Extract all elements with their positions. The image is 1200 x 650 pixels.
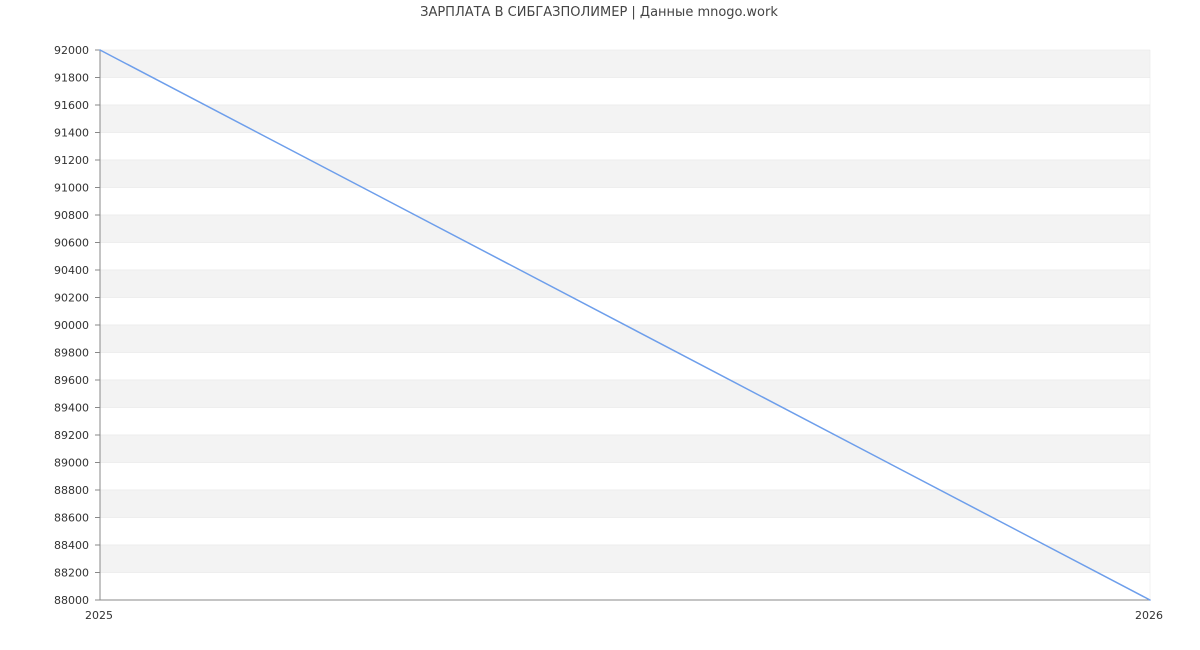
y-tick-label: 88000 [54, 594, 89, 607]
grid-band [99, 352, 1151, 381]
grid-band [99, 407, 1151, 436]
grid-band [99, 517, 1151, 546]
x-tick-label: 2026 [1135, 609, 1163, 622]
grid-band [99, 214, 1151, 243]
grid-band [99, 49, 1151, 78]
y-tick-label: 89800 [54, 347, 89, 360]
grid-band [99, 159, 1151, 188]
grid-band [99, 104, 1151, 133]
y-tick-label: 90200 [54, 292, 89, 305]
grid-band [99, 544, 1151, 573]
grid-band [99, 187, 1151, 216]
y-tick-label: 88800 [54, 484, 89, 497]
grid-band [99, 242, 1151, 271]
series-line [99, 49, 1151, 601]
y-tick-label: 90800 [54, 209, 89, 222]
y-tick-label: 92000 [54, 44, 89, 57]
grid-band [99, 489, 1151, 518]
y-tick-label: 88600 [54, 512, 89, 525]
y-tick-label: 90600 [54, 237, 89, 250]
y-tick-label: 89200 [54, 429, 89, 442]
grid-band [99, 132, 1151, 161]
y-tick-label: 91800 [54, 72, 89, 85]
grid-band [99, 324, 1151, 353]
y-tick-label: 89600 [54, 374, 89, 387]
y-tick-label: 90400 [54, 264, 89, 277]
grid-band [99, 297, 1151, 326]
y-tick-label: 89000 [54, 457, 89, 470]
grid-band [99, 434, 1151, 463]
grid-band [99, 269, 1151, 298]
y-tick-label: 91000 [54, 182, 89, 195]
grid-band [99, 572, 1151, 601]
grid-band [99, 462, 1151, 491]
y-tick-label: 88200 [54, 567, 89, 580]
y-tick-label: 91400 [54, 127, 89, 140]
data-point [1149, 599, 1151, 601]
x-tick-label: 2025 [85, 609, 113, 622]
y-tick-label: 89400 [54, 402, 89, 415]
chart-title: ЗАРПЛАТА В СИБГАЗПОЛИМЕР | Данные mnogo.… [420, 5, 778, 20]
y-tick-label: 91600 [54, 99, 89, 112]
y-tick-label: 90000 [54, 319, 89, 332]
data-point [99, 49, 101, 51]
grid-band [99, 77, 1151, 106]
y-tick-label: 88400 [54, 539, 89, 552]
grid-band [99, 379, 1151, 408]
y-tick-label: 91200 [54, 154, 89, 167]
